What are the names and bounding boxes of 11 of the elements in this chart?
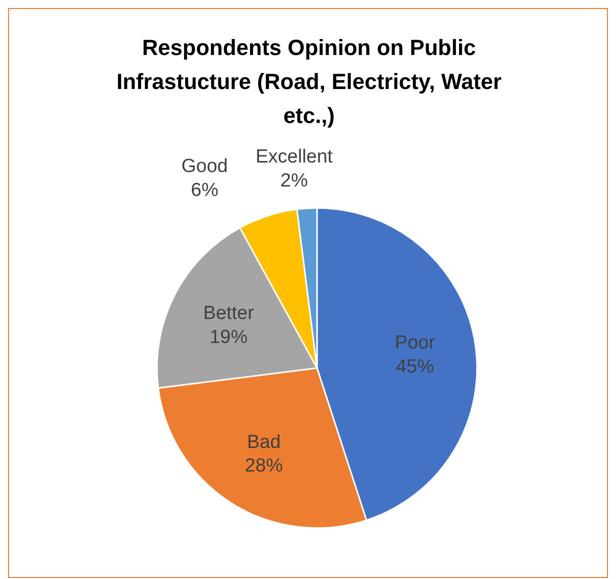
slice-label: Good [181,156,228,178]
data-label: 6% [190,180,218,201]
data-label: 19% [210,326,248,348]
data-label: 45% [396,356,434,378]
slice-label: Poor [394,332,436,354]
chart-title: Respondents Opinion on Public Infrastucture (Road, Electricty, Water etc.,) [115,34,503,130]
slice-label: Bad [246,432,281,453]
slice-label: Excellent [256,146,334,168]
slice-label: Better [203,303,255,324]
data-label: 28% [244,456,283,477]
data-label: 2% [280,170,308,192]
